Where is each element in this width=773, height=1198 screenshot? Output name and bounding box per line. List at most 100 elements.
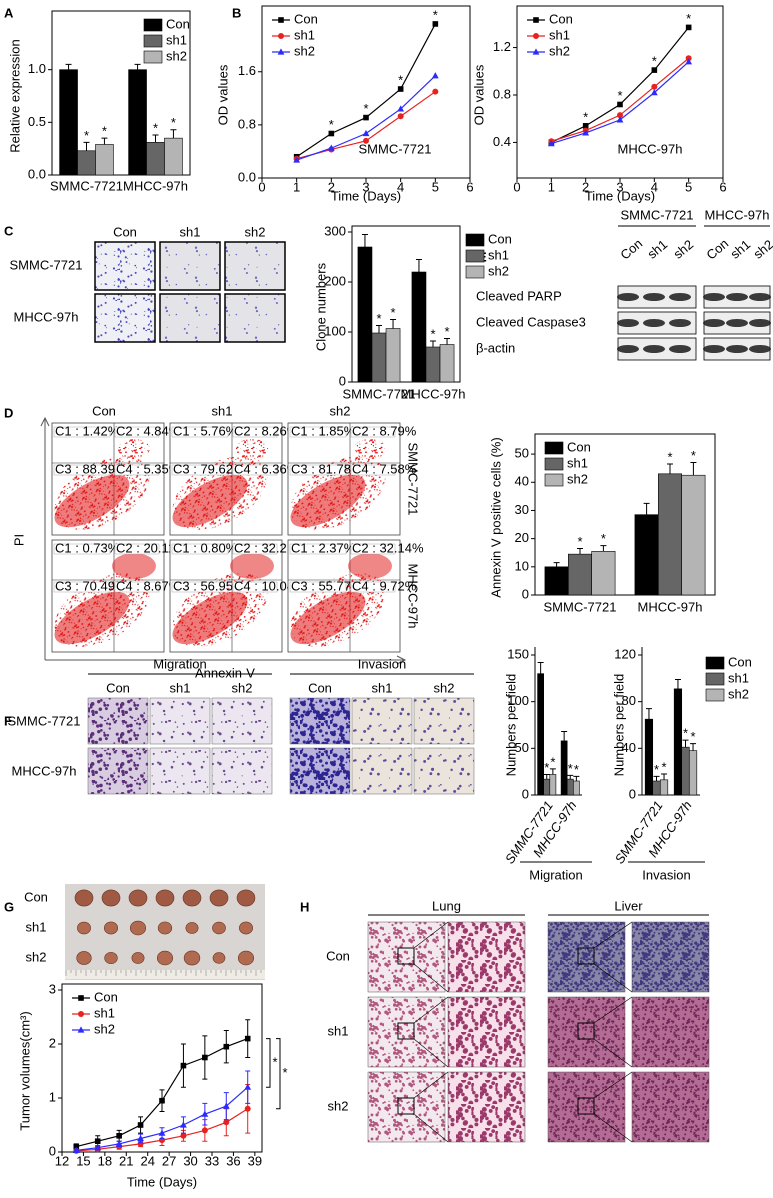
error-bar [643, 502, 650, 515]
legend-label: Con [549, 11, 573, 26]
marker [547, 140, 555, 147]
significance-label: * [601, 531, 606, 546]
x-tick-label: 4 [651, 179, 658, 194]
quadrant-label-bg [53, 543, 111, 555]
x-tick-label: MHCC-97h [637, 599, 702, 614]
marker [244, 1083, 252, 1090]
blot-band [703, 293, 725, 301]
panel-letter: F [4, 713, 12, 728]
marker [180, 1121, 187, 1128]
lane-label: sh2 [750, 237, 773, 262]
quadrant-label: C2 : 20.11% [116, 540, 187, 555]
legend-swatch [465, 265, 485, 279]
tumor [101, 889, 121, 907]
y-tick-label: 0.8 [238, 116, 256, 131]
quadrant-label: C3 : 56.95% [173, 578, 245, 593]
marker [432, 88, 439, 95]
axis-arrow [40, 416, 407, 665]
quadrant-label: C1 : 1.85% [291, 423, 356, 438]
row-label: sh1 [26, 919, 47, 934]
bar [567, 553, 592, 596]
y-axis-label: PI [11, 534, 26, 546]
tumor [212, 921, 226, 935]
zoom-line [593, 1071, 633, 1143]
legend-label: Con [94, 989, 118, 1004]
significance-label: * [153, 120, 158, 135]
bar [566, 778, 574, 796]
column-label: sh1 [372, 680, 393, 695]
panel-letter: B [232, 5, 241, 20]
x-tick-label: 15 [76, 1153, 90, 1168]
bar [573, 780, 580, 796]
significance-label: * [583, 109, 588, 124]
marker [73, 1143, 80, 1150]
row-label: Con [326, 948, 350, 963]
marker [159, 1097, 165, 1104]
transwell-image [351, 747, 413, 795]
quadrant-label: C3 : 79.62% [173, 461, 245, 476]
zoom-line [413, 921, 449, 993]
significance-label: * [683, 726, 688, 741]
marker [202, 1054, 208, 1061]
marker [77, 1026, 85, 1033]
quadrant-label-bg [171, 464, 229, 476]
transwell-image [87, 747, 149, 795]
bar [164, 137, 183, 176]
significance-bracket [276, 1038, 281, 1110]
quadrant-label-bg [53, 581, 111, 593]
quadrant-label-bg [289, 426, 347, 438]
significance-label: * [691, 448, 696, 463]
legend-label: Con [166, 16, 190, 31]
marker [180, 1132, 187, 1139]
x-tick-label: 33 [205, 1153, 219, 1168]
error-bar [361, 234, 368, 247]
colony-plate [159, 293, 221, 343]
marker [78, 995, 84, 1001]
marker [278, 33, 284, 39]
legend-label: sh2 [166, 48, 187, 63]
error-bar [577, 548, 583, 555]
bar [59, 69, 78, 176]
lane-label: Con [703, 236, 731, 263]
x-tick-label: 2 [582, 179, 589, 194]
y-tick-label: 1.0 [28, 61, 46, 76]
cell-cloud [236, 439, 268, 459]
quadrant-label-bg [232, 426, 278, 438]
y-tick-label: 0 [522, 586, 529, 601]
transwell-image [211, 747, 273, 795]
histology-image [367, 996, 446, 1068]
plot-frame [61, 983, 263, 1153]
significance-label: * [568, 761, 573, 776]
plot-frame [351, 225, 461, 383]
y-tick-label: 0 [49, 1143, 56, 1158]
significance-label: * [577, 534, 582, 549]
histology-image [447, 921, 526, 993]
legend-swatch [544, 457, 564, 471]
bar [543, 778, 551, 796]
y-tick-label: 1 [49, 1089, 56, 1104]
legend-label: sh1 [567, 455, 588, 470]
x-axis-label: Time (Days) [127, 1174, 197, 1189]
error-bar [682, 739, 689, 748]
tumor [129, 920, 147, 936]
marker [223, 1043, 230, 1050]
y-tick-label: 0 [629, 786, 636, 801]
error-bar [553, 562, 560, 567]
marker [651, 67, 658, 73]
quadrant-label-bg [114, 464, 160, 476]
group-label: Lung [432, 898, 461, 913]
quadrant-label: C3 : 55.77% [291, 578, 363, 593]
histology-image [447, 996, 526, 1068]
significance-label: * [652, 54, 657, 69]
series-line [551, 27, 690, 143]
row-label: sh2 [26, 949, 47, 964]
marker [94, 1144, 102, 1151]
marker [277, 48, 285, 55]
x-tick-label: MHCC-97h [400, 386, 465, 401]
bar [681, 746, 690, 796]
bar [95, 144, 114, 176]
marker [180, 1062, 187, 1069]
x-tick-label: SMMC-7721 [50, 178, 123, 193]
x-tick-label: 27 [162, 1153, 176, 1168]
error-bar [415, 259, 422, 272]
